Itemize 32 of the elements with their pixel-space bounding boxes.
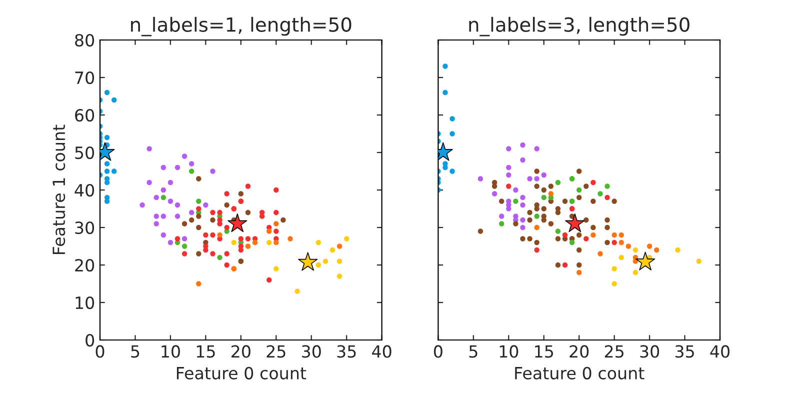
x-tick-label: 5	[131, 345, 140, 358]
y-tick-label: 60	[75, 108, 94, 122]
x-tick-label: 20	[232, 345, 250, 358]
x-tick-label: 0	[434, 345, 442, 358]
y-tick-label: 20	[75, 258, 94, 272]
x-tick-label: 10	[500, 345, 518, 358]
y-axis-title: Feature 1 count	[52, 124, 66, 254]
x-tick-label: 25	[266, 345, 286, 358]
x-tick-label: 30	[302, 345, 321, 358]
chart-title: n_labels=1, length=50	[131, 16, 352, 36]
x-tick-label: 15	[535, 345, 554, 358]
y-tick-label: 10	[76, 296, 94, 310]
y-tick-label: 0	[86, 334, 94, 347]
y-tick-label: 70	[75, 71, 94, 84]
x-tick-label: 30	[640, 345, 660, 358]
x-tick-label: 10	[162, 345, 180, 358]
x-tick-label: 35	[337, 345, 356, 358]
y-tick-label: 30	[75, 221, 94, 234]
chart-title: n_labels=3, length=50	[469, 16, 690, 36]
x-tick-label: 15	[196, 345, 215, 358]
x-tick-label: 5	[469, 345, 478, 358]
x-tick-label: 25	[604, 345, 624, 358]
x-tick-label: 35	[675, 345, 694, 358]
x-tick-label: 20	[570, 345, 589, 358]
x-axis-title: Feature 0 count	[176, 366, 306, 380]
x-tick-label: 40	[372, 345, 392, 358]
y-tick-label: 50	[75, 146, 94, 160]
x-tick-label: 40	[710, 345, 730, 358]
x-tick-label: 0	[96, 345, 104, 358]
x-axis-title: Feature 0 count	[515, 366, 644, 380]
y-tick-label: 80	[75, 34, 94, 47]
y-tick-label: 40	[74, 184, 94, 197]
